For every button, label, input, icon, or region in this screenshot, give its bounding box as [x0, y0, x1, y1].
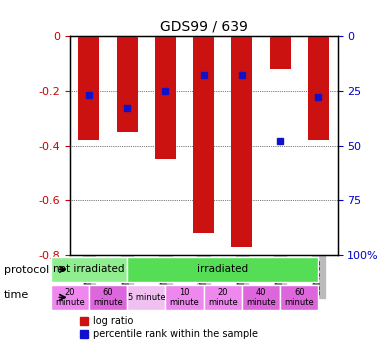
- FancyBboxPatch shape: [89, 285, 127, 310]
- Text: time: time: [4, 290, 29, 300]
- Text: irradiated: irradiated: [197, 265, 248, 275]
- Text: 60
minute: 60 minute: [93, 288, 123, 307]
- Text: 60
minute: 60 minute: [284, 288, 314, 307]
- Text: protocol: protocol: [4, 265, 49, 275]
- FancyBboxPatch shape: [51, 285, 89, 310]
- FancyBboxPatch shape: [51, 257, 127, 282]
- Text: 10
minute: 10 minute: [170, 288, 199, 307]
- Text: 20
minute: 20 minute: [208, 288, 238, 307]
- Text: 40
minute: 40 minute: [246, 288, 276, 307]
- Legend: log ratio, percentile rank within the sample: log ratio, percentile rank within the sa…: [80, 316, 258, 339]
- Bar: [308, 36, 329, 140]
- FancyBboxPatch shape: [127, 285, 165, 310]
- Bar: [270, 36, 291, 69]
- Title: GDS99 / 639: GDS99 / 639: [160, 19, 248, 33]
- Text: 20
minute: 20 minute: [55, 288, 85, 307]
- Bar: [78, 36, 99, 140]
- Bar: [193, 36, 214, 233]
- Text: not irradiated: not irradiated: [53, 265, 125, 275]
- FancyBboxPatch shape: [127, 257, 319, 282]
- Text: 5 minute: 5 minute: [128, 293, 165, 302]
- FancyBboxPatch shape: [242, 285, 280, 310]
- Bar: [117, 36, 138, 132]
- FancyBboxPatch shape: [165, 285, 204, 310]
- FancyBboxPatch shape: [204, 285, 242, 310]
- Bar: [155, 36, 176, 159]
- FancyBboxPatch shape: [280, 285, 319, 310]
- Bar: [231, 36, 253, 247]
